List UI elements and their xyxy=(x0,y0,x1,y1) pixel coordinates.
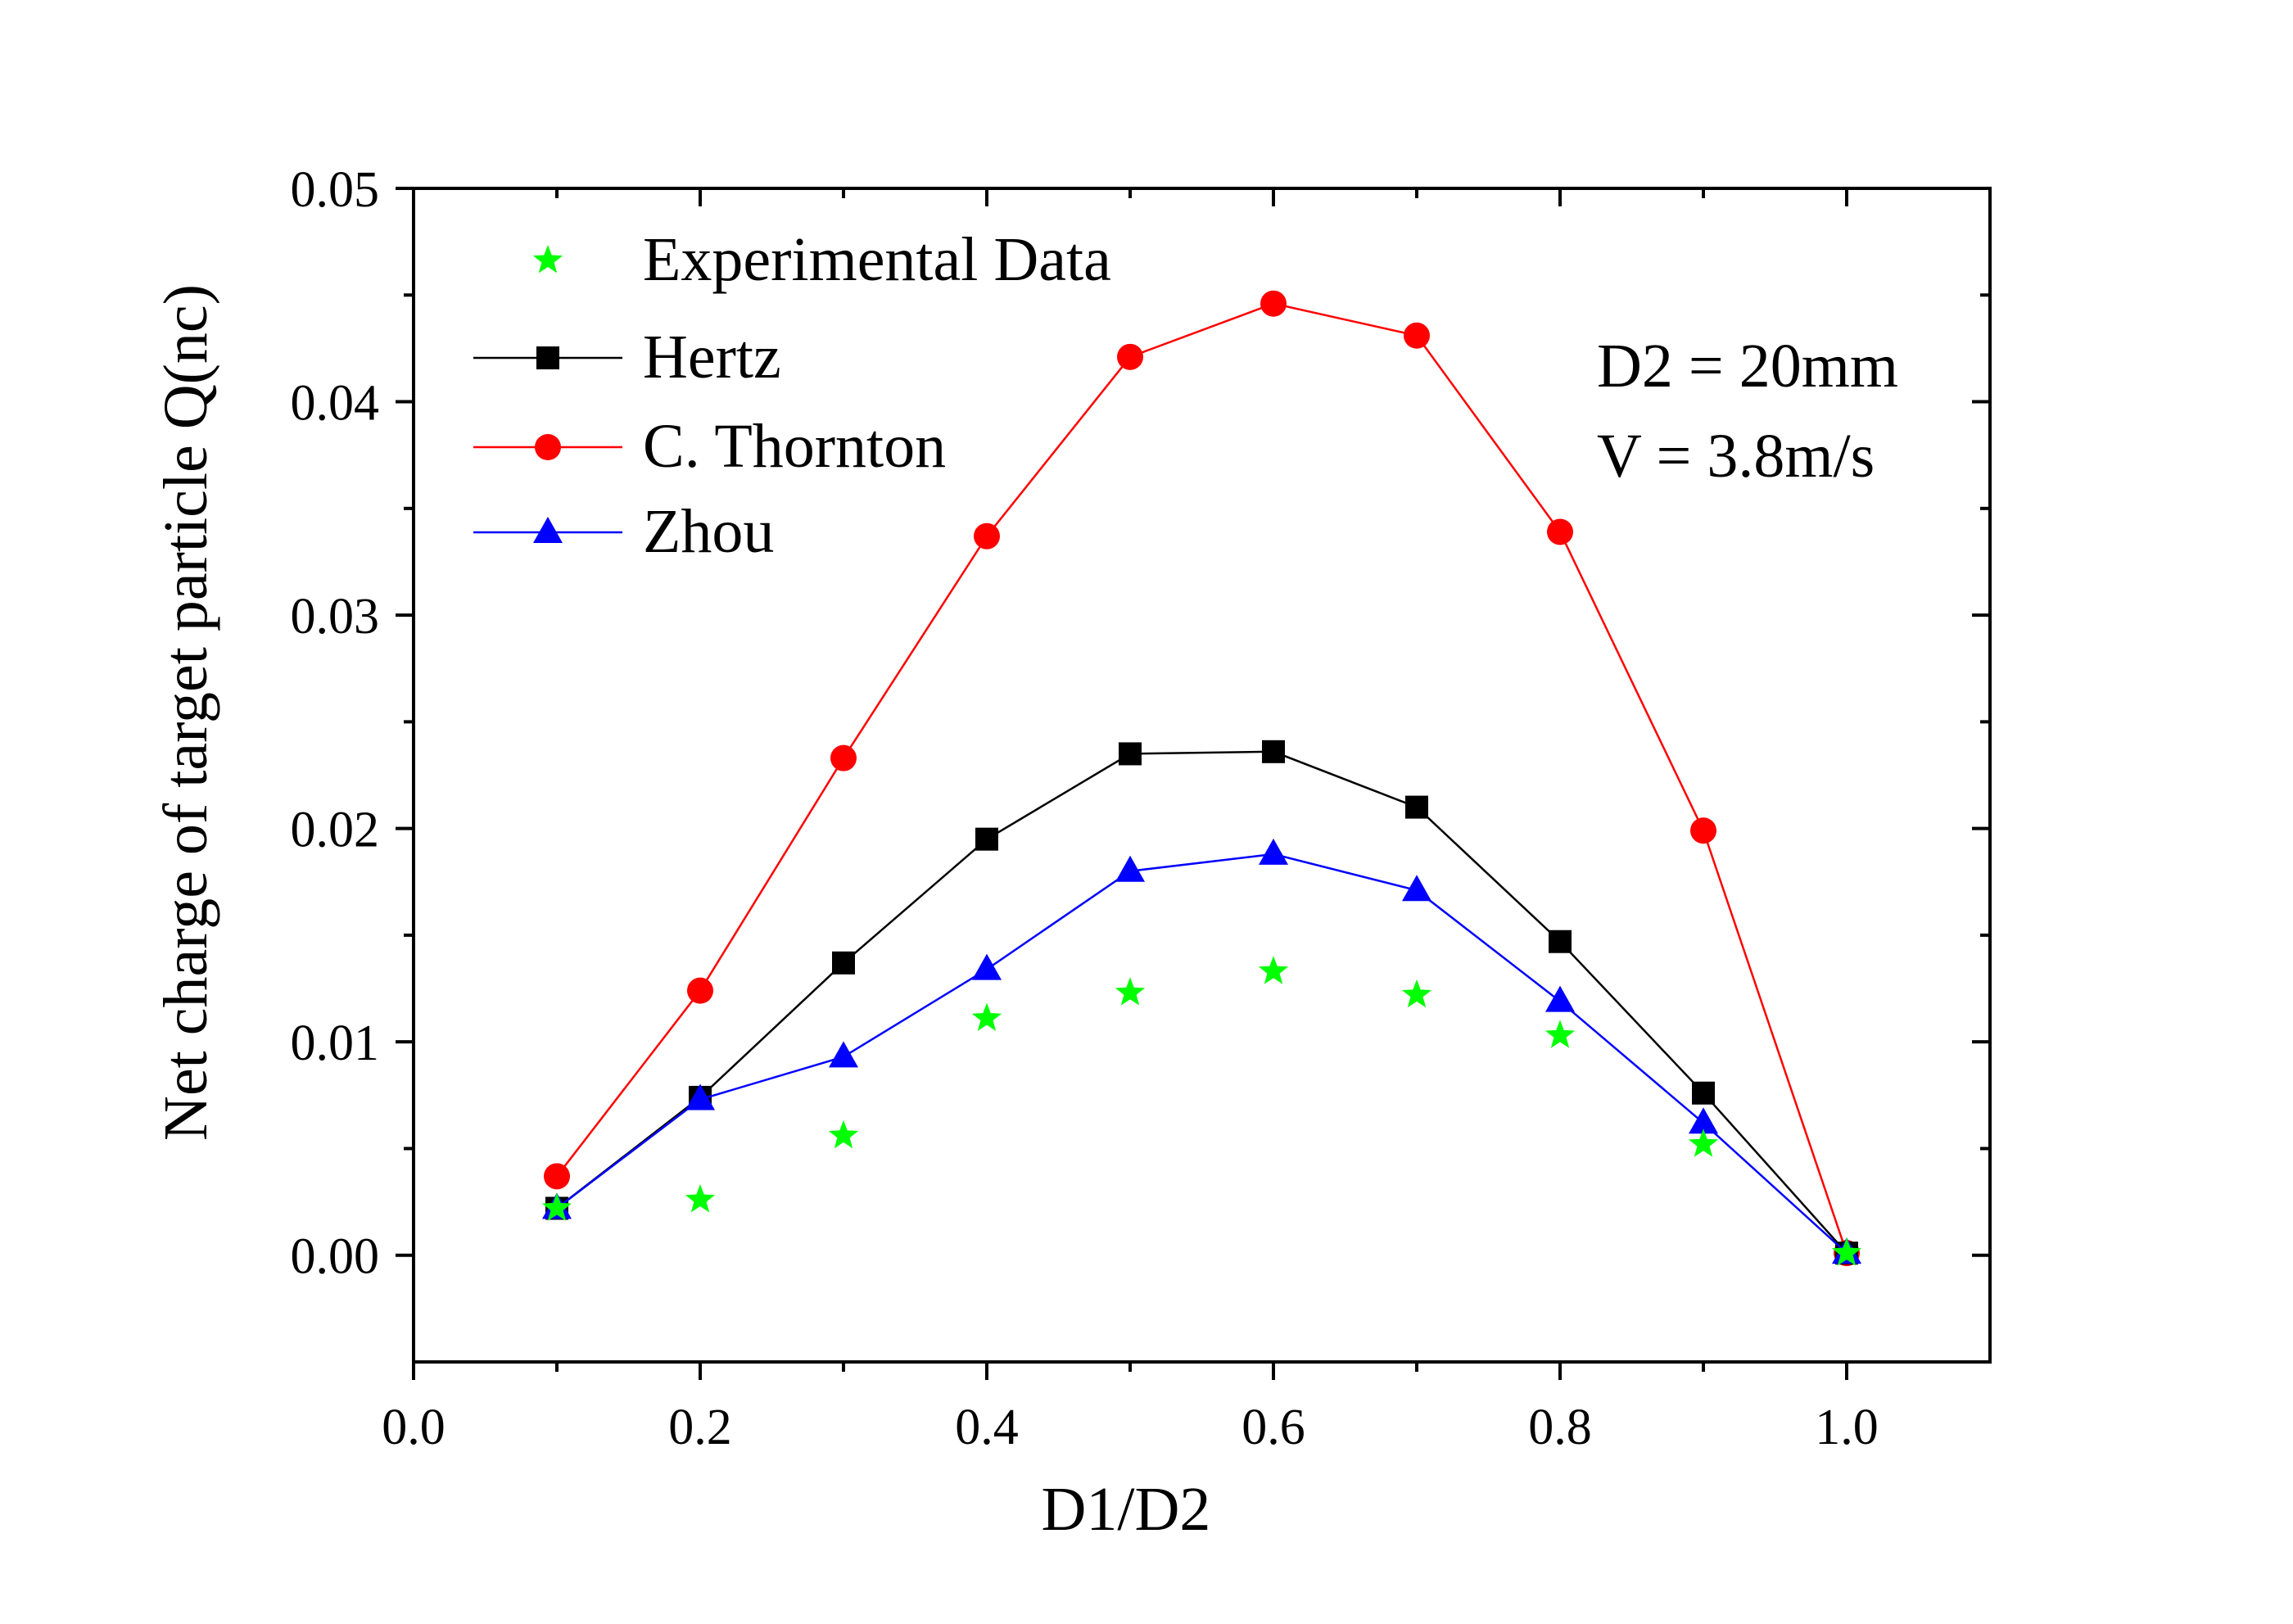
data-point-experimental-data xyxy=(1688,1129,1719,1157)
data-point-experimental-data xyxy=(685,1184,716,1213)
legend-marker-hertz xyxy=(536,346,559,369)
data-point-c-thornton xyxy=(1260,290,1287,317)
y-axis-title: Net charge of target particle Q(nc) xyxy=(152,284,220,1141)
series-line-hertz xyxy=(556,750,1848,1254)
data-point-experimental-data xyxy=(828,1120,859,1149)
data-point-experimental-data xyxy=(1258,956,1289,984)
data-point-c-thornton xyxy=(830,744,857,771)
legend-label-c-thornton: C. Thornton xyxy=(643,412,946,481)
data-point-c-thornton xyxy=(974,522,1000,550)
data-point-experimental-data xyxy=(971,1002,1002,1031)
data-point-experimental-data xyxy=(1401,979,1432,1008)
y-tick-label: 0.00 xyxy=(291,1229,380,1285)
y-tick-label: 0.05 xyxy=(291,162,380,218)
data-point-zhou xyxy=(1259,838,1288,865)
legend-label-hertz: Hertz xyxy=(643,323,781,391)
data-point-c-thornton xyxy=(1547,518,1573,545)
annotation-velocity: V = 3.8m/s xyxy=(1597,422,1875,491)
data-point-zhou xyxy=(1689,1107,1718,1134)
legend-marker-experimental-data xyxy=(532,245,563,274)
legend-marker-zhou xyxy=(533,517,563,543)
x-tick-label: 0.8 xyxy=(1528,1400,1592,1455)
data-point-zhou xyxy=(1545,985,1575,1012)
data-point-c-thornton xyxy=(1117,343,1143,370)
annotation-d2: D2 = 20mm xyxy=(1597,332,1898,400)
legend: Experimental Data Hertz C. Thornton Zhou xyxy=(473,225,1111,566)
data-point-hertz xyxy=(1405,795,1428,819)
legend-marker-c-thornton xyxy=(535,434,561,460)
x-tick-label: 0.2 xyxy=(668,1400,732,1455)
data-point-c-thornton xyxy=(1690,817,1716,844)
data-point-hertz xyxy=(975,827,998,851)
annotations: D2 = 20mm V = 3.8m/s xyxy=(1597,332,1898,491)
data-point-hertz xyxy=(1692,1081,1715,1105)
series-line-c-thornton xyxy=(556,302,1848,1254)
x-axis-title: D1/D2 xyxy=(1042,1475,1211,1544)
y-tick-label: 0.03 xyxy=(291,589,380,645)
data-point-zhou xyxy=(829,1041,858,1068)
y-tick-label: 0.04 xyxy=(291,376,380,432)
legend-label-zhou: Zhou xyxy=(643,497,774,566)
data-point-zhou xyxy=(1402,875,1431,902)
series-experimental-data xyxy=(541,956,1862,1266)
y-tick-label: 0.02 xyxy=(291,803,380,858)
y-tick-label: 0.01 xyxy=(291,1016,380,1071)
data-point-c-thornton xyxy=(1404,322,1430,349)
series-line-zhou xyxy=(556,853,1848,1255)
data-point-experimental-data xyxy=(541,1192,572,1221)
x-tick-label: 1.0 xyxy=(1815,1400,1879,1455)
x-tick-label: 0.0 xyxy=(382,1400,445,1455)
x-tick-label: 0.6 xyxy=(1241,1400,1305,1455)
data-point-hertz xyxy=(1549,930,1572,953)
data-point-zhou xyxy=(685,1083,715,1111)
data-point-hertz xyxy=(1262,740,1285,763)
legend-label-experimental-data: Experimental Data xyxy=(643,225,1111,294)
series-group xyxy=(541,290,1862,1267)
data-point-zhou xyxy=(972,953,1002,980)
x-tick-label: 0.4 xyxy=(955,1400,1019,1455)
axes-group: 0.0 0.2 0.4 0.6 0.8 1.0 0.00 0.01 0.02 0.03 0.04 0.… xyxy=(291,162,1992,1455)
data-point-experimental-data xyxy=(1115,977,1146,1006)
data-point-hertz xyxy=(832,951,855,975)
data-point-c-thornton xyxy=(687,977,713,1004)
data-point-experimental-data xyxy=(1544,1020,1576,1048)
series-zhou xyxy=(542,838,1861,1264)
data-point-experimental-data xyxy=(1831,1237,1862,1266)
data-point-zhou xyxy=(1115,855,1145,882)
plot-frame xyxy=(412,187,1992,1364)
data-point-hertz xyxy=(1119,742,1142,766)
series-hertz xyxy=(545,740,1858,1265)
data-point-c-thornton xyxy=(544,1163,570,1190)
